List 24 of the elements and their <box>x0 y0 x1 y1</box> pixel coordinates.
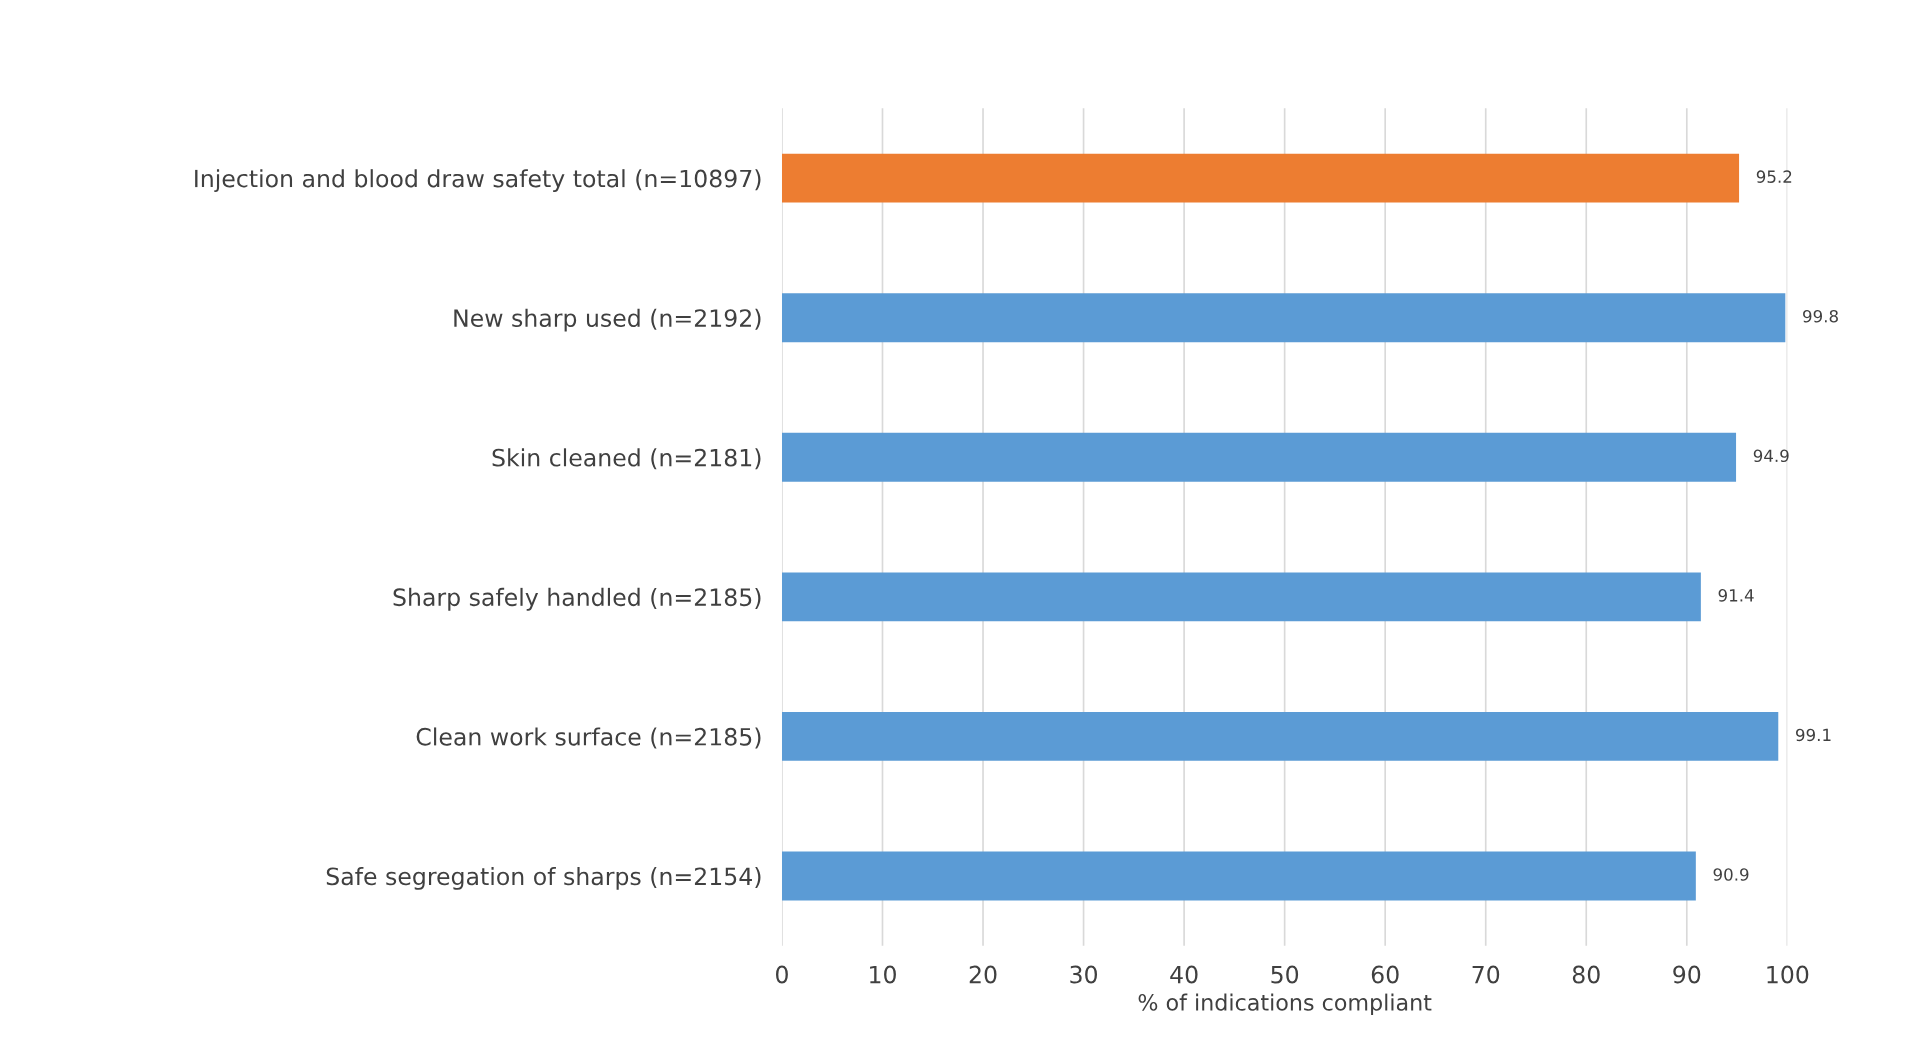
x-tick-label: 0 <box>776 965 788 984</box>
x-tick-label: 60 <box>1371 965 1399 984</box>
x-tick-label: 50 <box>1271 965 1299 984</box>
y-tick-label: Safe segregation of sharps (n=2154) <box>326 866 761 890</box>
x-tick-label: 30 <box>1070 965 1098 984</box>
data-label: 99.1 <box>1796 728 1831 742</box>
y-tick-label: Sharp safely handled (n=2185) <box>393 587 761 611</box>
y-tick-label: New sharp used (n=2192) <box>454 308 761 332</box>
data-label: 94.9 <box>1753 449 1789 463</box>
x-tick-label: 10 <box>870 965 896 984</box>
data-label: 99.8 <box>1803 309 1838 323</box>
y-tick-label: Skin cleaned (n=2181) <box>492 448 761 470</box>
x-tick-label: 90 <box>1673 965 1701 984</box>
x-tick-label: 40 <box>1170 965 1198 984</box>
x-tick-label: 100 <box>1767 965 1809 984</box>
y-tick-label: Injection and blood draw safety total (n=10897) <box>195 169 761 193</box>
y-tick-label: Clean work surface (n=2185) <box>416 727 761 749</box>
data-label: 90.9 <box>1713 868 1749 881</box>
data-label: 91.4 <box>1718 589 1754 602</box>
x-tick-label: 80 <box>1572 965 1600 984</box>
x-tick-label: 20 <box>969 965 997 984</box>
x-axis-title: % of indications compliant <box>1138 993 1432 1016</box>
x-tick-label: 70 <box>1472 965 1500 984</box>
data-label: 95.2 <box>1756 170 1792 183</box>
